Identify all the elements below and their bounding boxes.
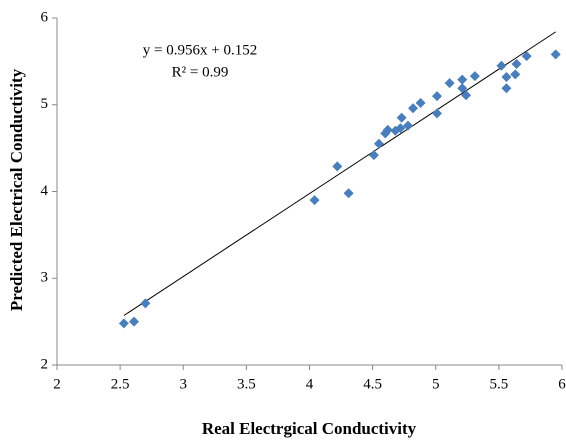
point — [444, 78, 455, 89]
point — [118, 318, 129, 329]
point — [402, 120, 413, 131]
x-tick-label: 2.5 — [111, 376, 130, 392]
x-axis-title: Real Electrgical Conductivity — [202, 419, 417, 438]
point — [469, 71, 480, 82]
y-tick-label: 2 — [41, 356, 49, 372]
y-tick-label: 6 — [41, 9, 49, 25]
x-tick-label: 3 — [180, 376, 188, 392]
x-tick-label: 5 — [432, 376, 440, 392]
x-tick-label: 4 — [306, 376, 314, 392]
trendline — [123, 31, 556, 316]
point — [343, 188, 354, 199]
point — [510, 69, 521, 80]
r-squared: R² = 0.99 — [172, 64, 229, 80]
x-tick-label: 4.5 — [363, 376, 382, 392]
point — [521, 51, 532, 62]
point — [129, 316, 140, 327]
y-tick-label: 5 — [41, 96, 49, 112]
x-tick-label: 6 — [558, 376, 566, 392]
point — [368, 150, 379, 161]
point — [415, 98, 426, 109]
x-tick-label: 5.5 — [490, 376, 509, 392]
point — [309, 195, 320, 206]
point — [457, 74, 468, 85]
point — [496, 60, 507, 71]
point — [432, 108, 443, 119]
point — [390, 125, 401, 136]
equation: y = 0.956x + 0.152 — [143, 42, 257, 58]
y-tick-label: 4 — [41, 183, 49, 199]
point — [461, 90, 472, 101]
x-tick-label: 2 — [53, 376, 61, 392]
point — [408, 103, 419, 114]
y-tick-label: 3 — [41, 270, 49, 286]
point — [373, 138, 384, 149]
point — [332, 161, 343, 172]
point — [395, 123, 406, 134]
point — [457, 83, 468, 94]
point — [382, 124, 393, 135]
y-axis-title: Predicted Electrical Conductivity — [7, 68, 26, 311]
point — [511, 58, 522, 69]
point — [140, 298, 151, 309]
point — [501, 71, 512, 82]
x-tick-label: 3.5 — [237, 376, 256, 392]
point — [501, 83, 512, 94]
point — [550, 49, 561, 60]
point — [396, 112, 407, 123]
point — [432, 91, 443, 102]
